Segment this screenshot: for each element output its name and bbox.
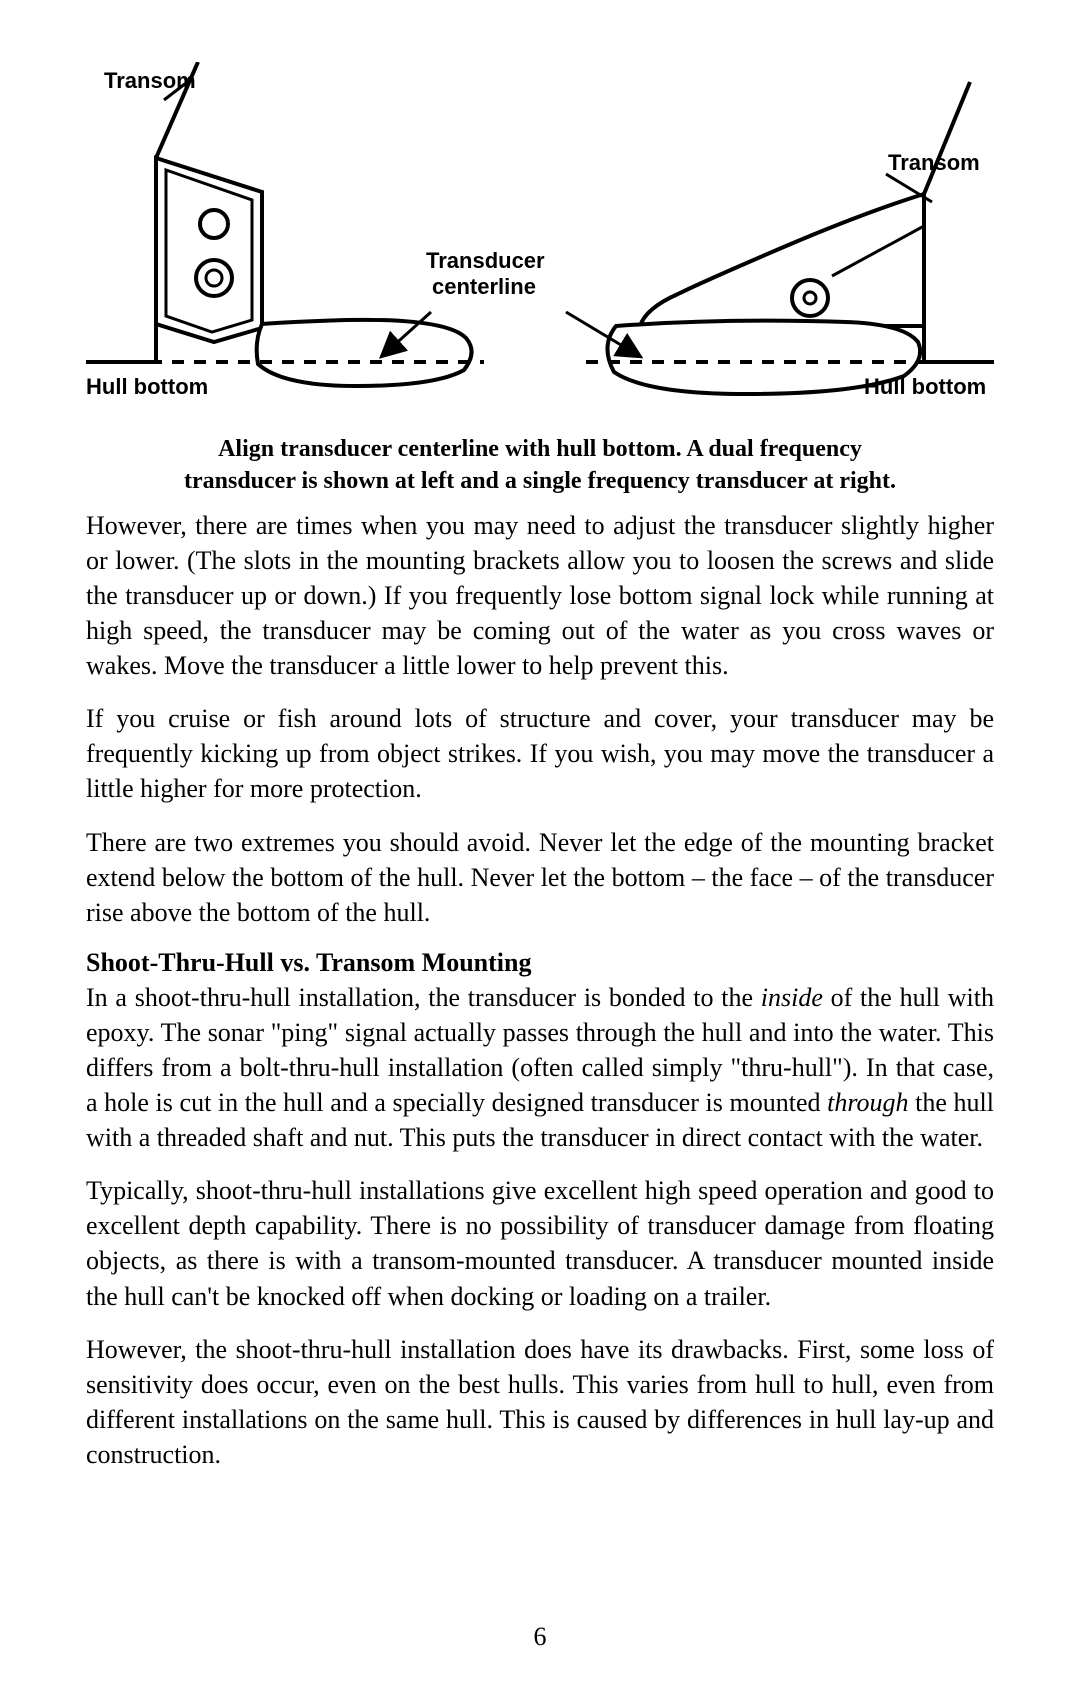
p4-a: In a shoot-thru-hull installation, the t… [86, 983, 761, 1012]
label-centerline-1: Transducer [426, 248, 545, 273]
label-hull-left: Hull bottom [86, 374, 208, 399]
label-hull-right: Hull bottom [864, 374, 986, 399]
caption-line-1: Align transducer centerline with hull bo… [218, 436, 862, 462]
paragraph-2: If you cruise or fish around lots of str… [86, 701, 994, 806]
label-transom-left: Transom [104, 68, 196, 93]
p4-through: through [827, 1088, 908, 1117]
caption-line-2: transducer is shown at left and a single… [184, 468, 896, 494]
transducer-diagram: Transom Transom Hull bottom Hull bottom … [86, 62, 994, 427]
figure-caption: Align transducer centerline with hull bo… [86, 433, 994, 498]
section-heading: Shoot-Thru-Hull vs. Transom Mounting [86, 948, 994, 978]
p4-inside: inside [761, 983, 823, 1012]
label-transom-right: Transom [888, 150, 980, 175]
page-number: 6 [0, 1622, 1080, 1652]
paragraph-6: However, the shoot-thru-hull installatio… [86, 1332, 994, 1472]
paragraph-5: Typically, shoot-thru-hull installations… [86, 1173, 994, 1313]
page: Transom Transom Hull bottom Hull bottom … [0, 0, 1080, 1682]
paragraph-1: However, there are times when you may ne… [86, 508, 994, 683]
paragraph-3: There are two extremes you should avoid.… [86, 825, 994, 930]
paragraph-4: In a shoot-thru-hull installation, the t… [86, 980, 994, 1155]
label-centerline-2: centerline [432, 274, 536, 299]
